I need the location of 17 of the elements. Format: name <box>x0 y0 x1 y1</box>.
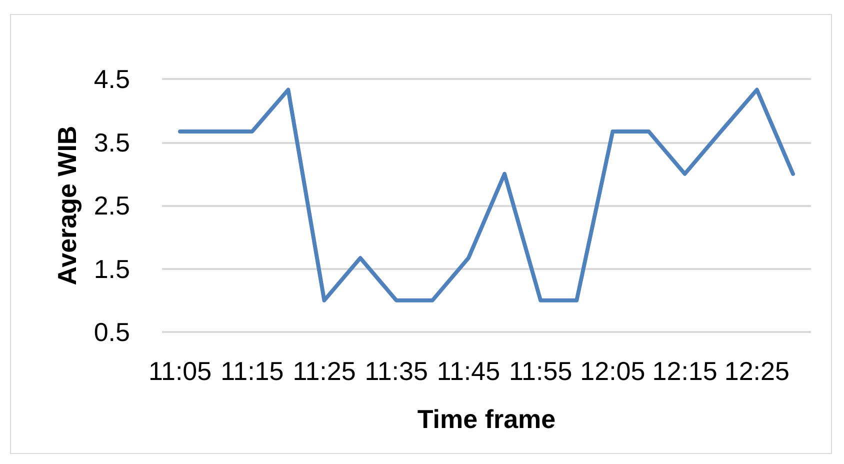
x-tick-label: 11:35 <box>364 356 428 386</box>
y-tick-label: 4.5 <box>94 64 130 94</box>
x-tick-label: 11:55 <box>509 356 572 386</box>
y-tick-label: 2.5 <box>94 190 130 220</box>
x-tick-label: 12:15 <box>652 356 718 386</box>
y-tick-label: 1.5 <box>94 254 130 284</box>
x-tick-label: 12:25 <box>724 356 790 386</box>
x-axis-title: Time frame <box>417 404 556 434</box>
y-tick-label: 3.5 <box>94 127 130 158</box>
x-tick-label: 12:05 <box>580 356 646 386</box>
x-tick-label: 11:45 <box>436 356 500 386</box>
y-axis-title: Average WIB <box>52 126 82 286</box>
x-tick-label: 11:15 <box>220 356 284 386</box>
x-tick-label: 11:05 <box>148 356 212 386</box>
x-tick-label: 11:25 <box>292 356 356 386</box>
y-tick-label: 0.5 <box>94 317 130 347</box>
line-series <box>178 88 795 302</box>
